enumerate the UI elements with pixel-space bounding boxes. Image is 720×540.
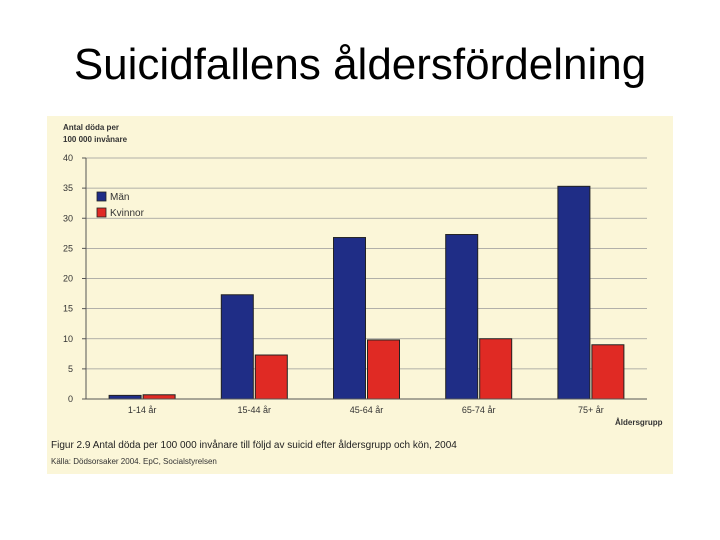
bar-men-0 — [108, 394, 142, 400]
bar-women-4 — [591, 344, 625, 400]
y-tick-label: 25 — [63, 243, 73, 253]
y-tick-label: 30 — [63, 213, 73, 223]
bars — [108, 185, 625, 400]
legend-swatch-women — [96, 207, 107, 218]
y-ticks: 0 5 10 15 20 25 30 35 40 — [63, 153, 86, 404]
y-tick-label: 40 — [63, 153, 73, 163]
y-axis-label-line1: Antal döda per — [63, 123, 120, 132]
bar-women-2 — [367, 339, 400, 400]
bar-men-1 — [220, 294, 254, 400]
bar-men-3 — [445, 234, 479, 400]
bar-men-4 — [557, 185, 591, 400]
legend: Män Kvinnor — [96, 191, 145, 219]
x-tick-label: 65-74 år — [462, 405, 496, 415]
x-tick-label: 1-14 år — [128, 405, 157, 415]
y-tick-label: 15 — [63, 304, 73, 314]
legend-label-women: Kvinnor — [110, 208, 145, 219]
figure-caption: Figur 2.9 Antal döda per 100 000 invånar… — [51, 440, 457, 451]
bar-women-0 — [142, 394, 176, 400]
bar-women-1 — [254, 354, 288, 400]
y-axis-label-line2: 100 000 invånare — [63, 135, 128, 144]
x-ticks: 1-14 år 15-44 år 45-64 år 65-74 år 75+ år — [128, 405, 604, 415]
y-tick-label: 0 — [68, 394, 73, 404]
y-tick-label: 10 — [63, 334, 73, 344]
y-tick-label: 5 — [68, 364, 73, 374]
y-axis-label: Antal döda per 100 000 invånare — [63, 122, 127, 146]
slide-title: Suicidfallens åldersfördelning — [73, 40, 647, 89]
figure-source: Källa: Dödsorsaker 2004. EpC, Socialstyr… — [51, 457, 217, 466]
legend-swatch-men — [96, 191, 107, 202]
gridlines — [86, 157, 647, 370]
bar-men-2 — [333, 237, 366, 400]
bar-women-3 — [479, 338, 513, 400]
y-tick-label: 20 — [63, 274, 73, 284]
x-tick-label: 45-64 år — [350, 405, 384, 415]
x-axis-label: Åldersgrupp — [615, 418, 663, 427]
legend-label-men: Män — [110, 192, 129, 203]
x-tick-label: 15-44 år — [238, 405, 272, 415]
y-tick-label: 35 — [63, 183, 73, 193]
x-tick-label: 75+ år — [578, 405, 604, 415]
